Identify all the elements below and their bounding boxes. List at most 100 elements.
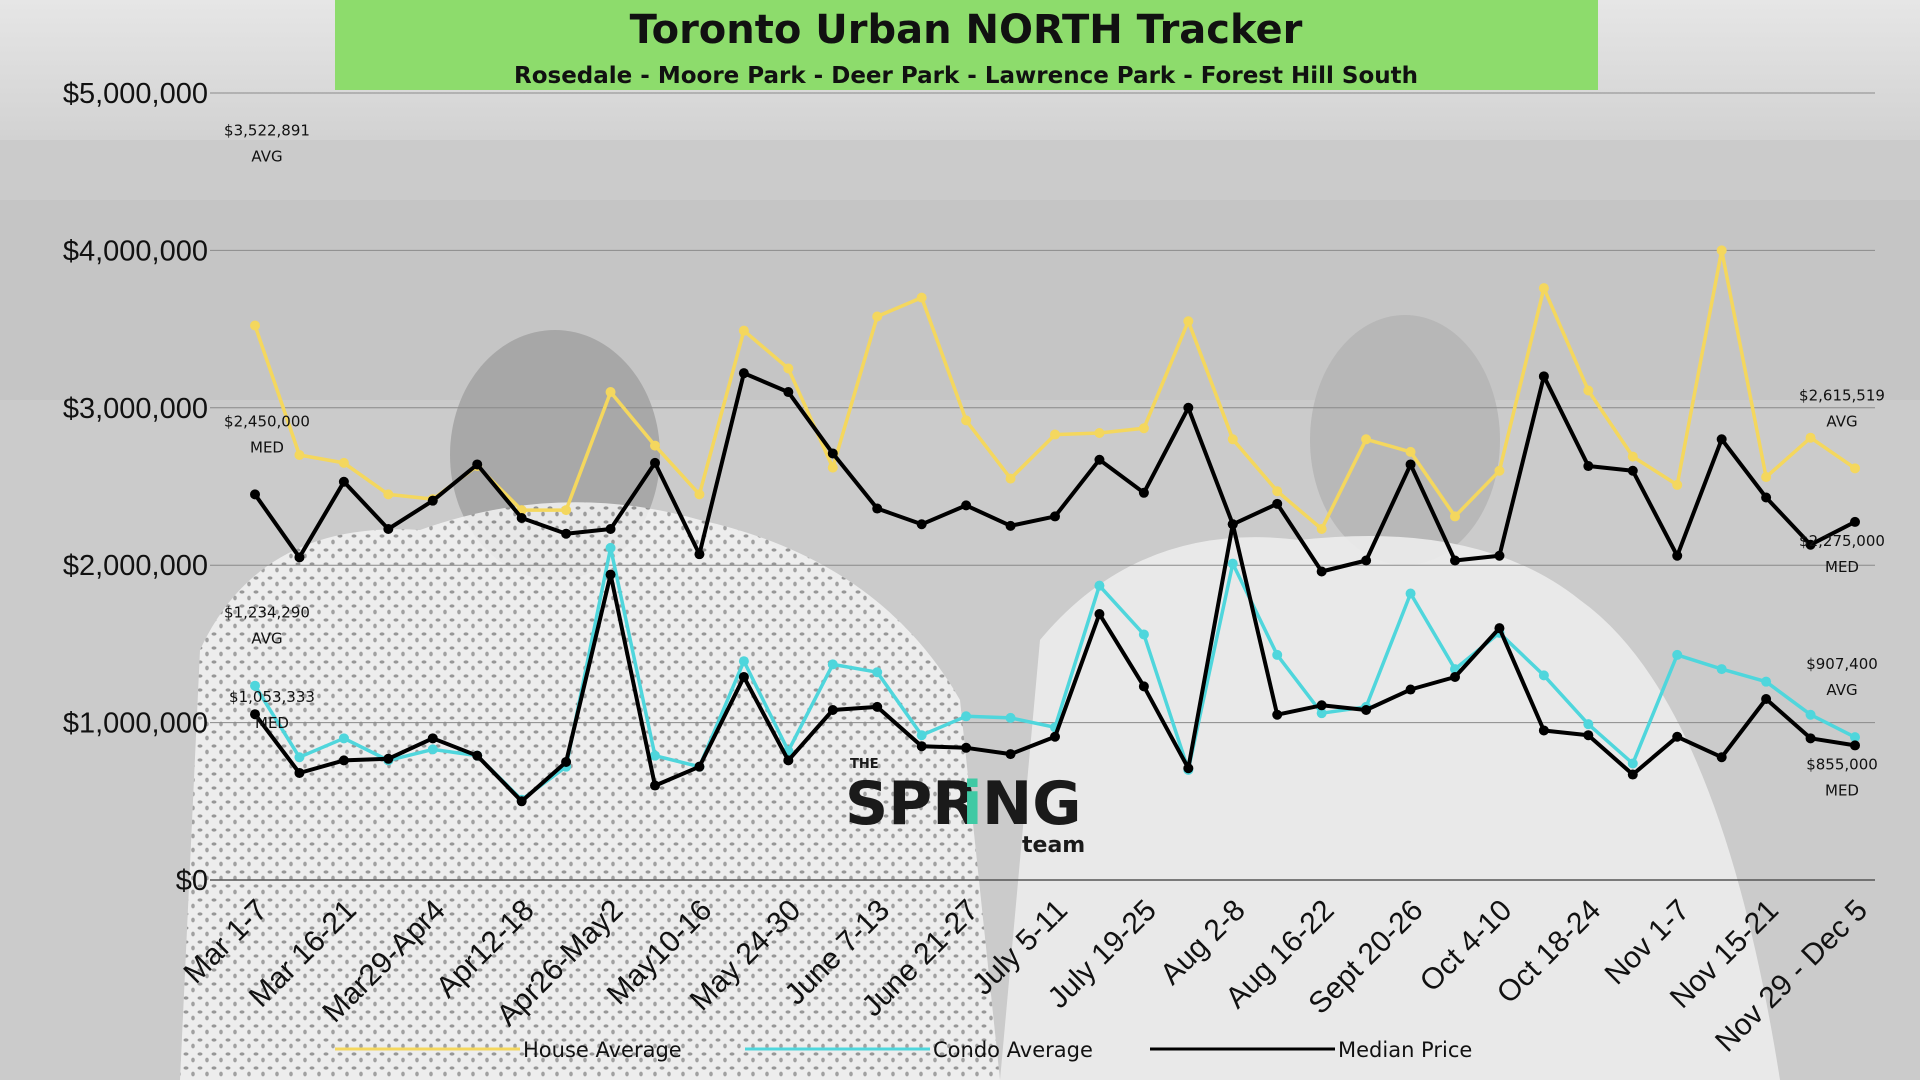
- data-point: [472, 459, 483, 470]
- annotation-line: $2,615,519: [1799, 386, 1885, 404]
- data-point: [1450, 671, 1460, 682]
- data-point: [872, 503, 883, 514]
- data-point: [294, 552, 305, 563]
- data-point: [1716, 664, 1727, 675]
- data-point: [1583, 385, 1594, 396]
- data-point: [1538, 283, 1549, 294]
- data-point: [961, 500, 972, 511]
- data-point: [1361, 434, 1372, 445]
- data-point: [1183, 316, 1194, 327]
- data-point: [250, 489, 260, 500]
- data-point: [1183, 402, 1194, 413]
- data-point: [338, 733, 349, 744]
- series-1: [250, 542, 1860, 805]
- data-point: [961, 415, 972, 426]
- data-point: [383, 753, 394, 764]
- data-point: [1761, 676, 1772, 687]
- data-point: [738, 325, 749, 336]
- data-point: [1450, 511, 1460, 522]
- data-point: [427, 733, 438, 744]
- data-point: [1094, 608, 1105, 619]
- annotation-line: $907,400: [1806, 655, 1878, 673]
- data-point: [783, 387, 794, 398]
- data-point: [472, 750, 483, 761]
- annotation: $2,450,000 MED: [224, 412, 310, 456]
- annotation-line: $855,000: [1806, 755, 1878, 773]
- annotation: $907,400 AVG: [1806, 655, 1878, 699]
- y-tick-label: $2,000,000: [63, 550, 208, 582]
- series-line: [253, 546, 1856, 802]
- data-point: [694, 761, 705, 772]
- data-point: [872, 667, 883, 678]
- series-line: [253, 371, 1856, 574]
- data-point: [872, 701, 883, 712]
- data-point: [250, 680, 260, 691]
- data-point: [1761, 492, 1772, 503]
- chart-subtitle: Rosedale - Moore Park - Deer Park - Lawr…: [514, 63, 1418, 89]
- data-point: [338, 755, 349, 766]
- annotation-line: MED: [255, 714, 289, 732]
- wall-band: [0, 200, 1920, 400]
- data-point: [827, 659, 838, 670]
- logo-spring-left: SPR: [845, 769, 978, 839]
- data-point: [1627, 465, 1638, 476]
- data-point: [1094, 454, 1105, 465]
- data-point: [605, 542, 616, 553]
- annotation: $855,000 MED: [1806, 755, 1878, 799]
- data-point: [1805, 432, 1816, 443]
- data-point: [783, 363, 794, 374]
- data-point: [294, 450, 305, 461]
- annotation: $1,234,290 AVG: [224, 604, 310, 648]
- legend-item: Median Price: [1150, 1038, 1472, 1062]
- logo-team: team: [1022, 833, 1085, 858]
- data-point: [1272, 498, 1283, 509]
- annotation-line: MED: [1825, 781, 1859, 799]
- data-point: [1405, 684, 1416, 695]
- annotation: $2,615,519 AVG: [1799, 386, 1885, 430]
- data-point: [605, 569, 616, 580]
- data-point: [1850, 732, 1860, 743]
- data-point: [916, 730, 927, 741]
- data-point: [1094, 427, 1105, 438]
- legend: House Average Condo Average Median Price: [335, 1038, 1472, 1062]
- data-point: [561, 528, 572, 539]
- annotation-line: AVG: [251, 147, 282, 165]
- chart-title: Toronto Urban NORTH Tracker: [630, 7, 1303, 53]
- data-point: [961, 742, 972, 753]
- title-banner: [335, 0, 1598, 90]
- series-0: [250, 245, 1860, 534]
- data-point: [383, 523, 394, 534]
- logo-the: THE: [850, 757, 879, 772]
- data-point: [1716, 245, 1727, 256]
- data-point: [916, 741, 927, 752]
- data-point: [827, 448, 838, 459]
- gridlines: [210, 92, 1875, 881]
- series-2: [250, 368, 1860, 577]
- data-point: [1627, 451, 1638, 462]
- data-point: [1272, 486, 1283, 497]
- data-point: [1005, 473, 1016, 484]
- y-tick-label: $5,000,000: [63, 78, 208, 110]
- data-point: [561, 756, 572, 767]
- data-point: [1272, 649, 1283, 660]
- y-axis: $0 $1,000,000 $2,000,000 $3,000,000 $4,000,0…: [63, 78, 208, 897]
- data-point: [1805, 539, 1816, 550]
- legend-label: Condo Average: [933, 1038, 1093, 1062]
- data-point: [1672, 649, 1683, 660]
- series-line: [253, 522, 1856, 804]
- data-point: [1183, 763, 1194, 774]
- data-point: [1494, 623, 1505, 634]
- data-point: [1583, 719, 1594, 730]
- data-point: [916, 519, 927, 530]
- data-point: [694, 549, 705, 560]
- data-point: [294, 752, 305, 763]
- data-point: [1050, 511, 1060, 522]
- data-point: [516, 796, 527, 807]
- legend-item: House Average: [335, 1038, 682, 1062]
- data-point: [1672, 479, 1683, 490]
- data-point: [1627, 758, 1638, 769]
- data-point: [1316, 566, 1327, 577]
